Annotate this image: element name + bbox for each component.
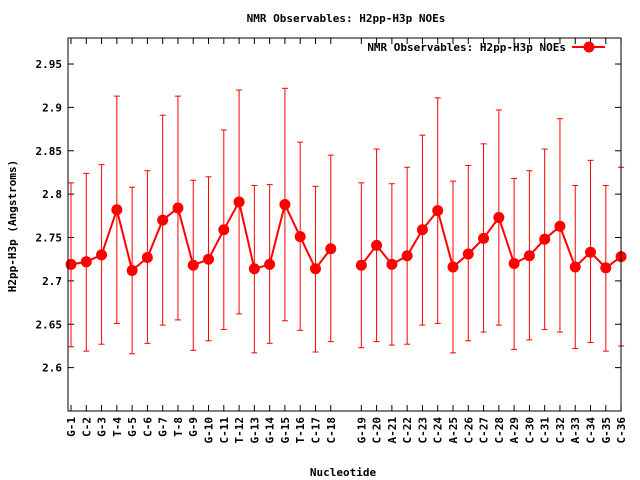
x-tick-label: G-7 [157, 417, 170, 437]
chart-title: NMR Observables: H2pp-H3p NOEs [247, 12, 446, 25]
x-tick-label: A-25 [447, 417, 460, 444]
data-point [600, 262, 612, 274]
data-point [111, 204, 123, 216]
series-line [360, 208, 622, 270]
data-point [65, 258, 77, 270]
x-tick-label: G-15 [279, 417, 292, 444]
x-tick-label: A-33 [569, 417, 582, 444]
data-point [233, 196, 245, 208]
y-tick-label: 2.7 [42, 275, 62, 288]
x-tick-label: A-29 [508, 417, 521, 444]
x-tick-label: G-19 [355, 417, 368, 444]
x-tick-label: A-21 [386, 417, 399, 444]
y-tick-label: 2.9 [42, 101, 62, 114]
x-tick-label: C-24 [432, 417, 445, 444]
data-point [218, 224, 230, 236]
x-tick-label: T-4 [111, 417, 124, 437]
x-tick-label: C-27 [478, 417, 491, 444]
y-tick-label: 2.8 [42, 188, 62, 201]
data-point [416, 224, 428, 236]
data-point [401, 250, 413, 262]
data-point [462, 248, 474, 260]
x-tick-label: C-6 [141, 417, 154, 437]
x-tick-label: T-12 [233, 417, 246, 444]
data-point [432, 205, 444, 217]
data-point [172, 202, 184, 214]
data-point [554, 220, 566, 232]
series-line [70, 199, 332, 273]
y-tick-label: 2.85 [36, 145, 63, 158]
x-tick-label: C-30 [523, 417, 536, 444]
data-point [478, 232, 490, 244]
x-tick-label: C-31 [539, 417, 552, 444]
x-tick-label: G-5 [126, 417, 139, 437]
x-tick-label: C-18 [325, 417, 338, 444]
x-tick-label: G-35 [600, 417, 613, 444]
x-tick-label: C-22 [401, 417, 414, 444]
data-point [386, 258, 398, 270]
x-tick-label: C-17 [309, 417, 322, 444]
x-tick-label: G-9 [187, 417, 200, 437]
x-tick-label: C-23 [416, 417, 429, 444]
plot-area: 2.6 2.65 2.7 2.75 2.8 2.85 2.9 2.95 G-1 C-2 G-3 T-4… [36, 38, 628, 444]
data-point [248, 263, 260, 275]
y-tick-label: 2.6 [42, 362, 62, 375]
x-tick-label: G-10 [203, 417, 216, 444]
data-point [569, 261, 581, 273]
x-tick-label: T-16 [294, 417, 307, 444]
data-point [493, 212, 505, 224]
data-point [126, 264, 138, 276]
y-tick-label: 2.95 [36, 58, 63, 71]
x-tick-label: G-14 [264, 417, 277, 444]
data-point [355, 259, 367, 271]
x-axis-label: Nucleotide [310, 466, 377, 479]
data-point [96, 249, 108, 261]
x-tick-label: C-34 [585, 417, 598, 444]
data-point [294, 231, 306, 243]
data-point [585, 246, 597, 258]
legend-label: NMR Observables: H2pp-H3p NOEs [367, 41, 566, 54]
data-point [203, 253, 215, 265]
legend-marker [583, 41, 595, 53]
x-tick-label: C-26 [462, 417, 475, 444]
data-point [508, 258, 520, 270]
x-tick-label: C-20 [371, 417, 384, 444]
x-tick-label: G-1 [65, 417, 78, 437]
data-point [141, 251, 153, 263]
x-tick-label: C-11 [218, 417, 231, 444]
x-tick-label: C-36 [615, 417, 628, 444]
data-point [539, 233, 551, 245]
x-tick-label: T-8 [172, 417, 185, 437]
y-tick-label: 2.75 [36, 232, 63, 245]
x-tick-label: C-28 [493, 417, 506, 444]
data-point [325, 243, 337, 255]
data-point [371, 239, 383, 251]
x-tick-label: C-32 [554, 417, 567, 444]
x-tick-label: C-2 [80, 417, 93, 437]
data-point [447, 261, 459, 273]
data-point [523, 250, 535, 262]
legend: NMR Observables: H2pp-H3p NOEs [367, 41, 605, 54]
y-axis-label: H2pp-H3p (Angstroms) [6, 160, 19, 292]
data-point [309, 263, 321, 275]
data-point [80, 256, 92, 268]
x-tick-label: G-13 [248, 417, 261, 444]
data-point [187, 259, 199, 271]
x-tick-label: G-3 [96, 417, 109, 437]
data-point [279, 199, 291, 211]
plot-frame [67, 37, 622, 412]
data-point [157, 214, 169, 226]
data-point [264, 258, 276, 270]
y-tick-label: 2.65 [36, 318, 63, 331]
